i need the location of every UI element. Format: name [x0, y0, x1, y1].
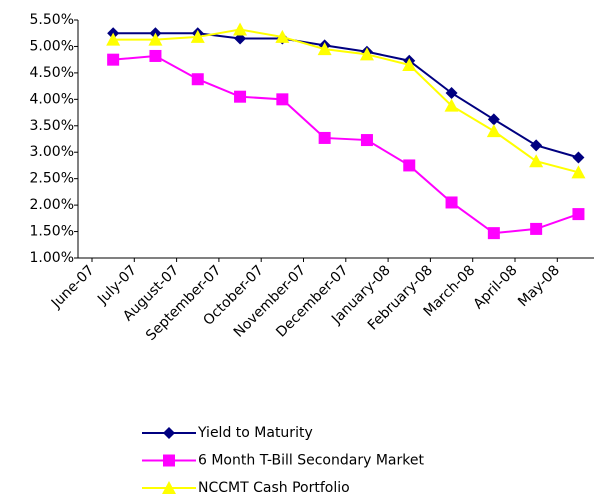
- x-tick-label: September-07: [143, 262, 225, 344]
- data-point: [445, 196, 458, 209]
- data-point: [529, 154, 544, 168]
- series-line: [113, 54, 579, 235]
- series-line: [113, 32, 579, 159]
- data-point: [571, 165, 586, 179]
- x-tick-label: June-07: [48, 262, 98, 312]
- y-tick-label: 5.50%: [30, 12, 74, 28]
- data-point: [148, 32, 163, 46]
- data-point: [444, 98, 459, 112]
- data-point: [359, 47, 374, 61]
- legend-label: 6 Month T-Bill Secondary Market: [198, 453, 424, 469]
- data-point: [572, 151, 585, 164]
- legend-label: Yield to Maturity: [197, 425, 313, 441]
- legend-marker: [162, 481, 176, 494]
- y-tick-label: 3.00%: [30, 144, 74, 160]
- data-point: [234, 90, 247, 103]
- y-tick-label: 4.50%: [30, 65, 74, 81]
- data-point: [487, 227, 500, 240]
- y-tick-label: 5.00%: [30, 38, 74, 54]
- y-tick-label: 1.00%: [30, 250, 74, 266]
- data-point: [318, 131, 331, 144]
- series-line: [113, 28, 579, 174]
- data-point: [317, 42, 332, 56]
- data-point: [106, 32, 121, 46]
- y-tick-label: 3.50%: [30, 118, 74, 134]
- x-tick-label: May-08: [515, 262, 563, 310]
- data-point: [149, 49, 162, 62]
- data-point: [445, 86, 458, 99]
- y-tick-label: 4.00%: [30, 91, 74, 107]
- data-point: [486, 124, 501, 138]
- data-point: [572, 208, 585, 221]
- data-point: [275, 29, 290, 43]
- legend-marker: [163, 454, 175, 467]
- data-point: [403, 159, 416, 172]
- data-point: [107, 53, 120, 66]
- x-tick-label: April-08: [471, 262, 521, 312]
- legend-marker: [163, 427, 175, 439]
- data-point: [276, 93, 289, 106]
- data-point: [530, 222, 543, 235]
- y-tick-label: 2.50%: [30, 171, 74, 187]
- data-point: [360, 134, 373, 147]
- data-point: [402, 57, 417, 71]
- data-point: [191, 73, 204, 86]
- legend-label: NCCMT Cash Portfolio: [198, 480, 350, 496]
- data-point: [233, 22, 248, 36]
- y-tick-label: 2.00%: [30, 197, 74, 213]
- y-tick-label: 1.50%: [30, 224, 74, 240]
- data-point: [530, 139, 543, 152]
- data-point: [190, 29, 205, 43]
- data-point: [487, 113, 500, 126]
